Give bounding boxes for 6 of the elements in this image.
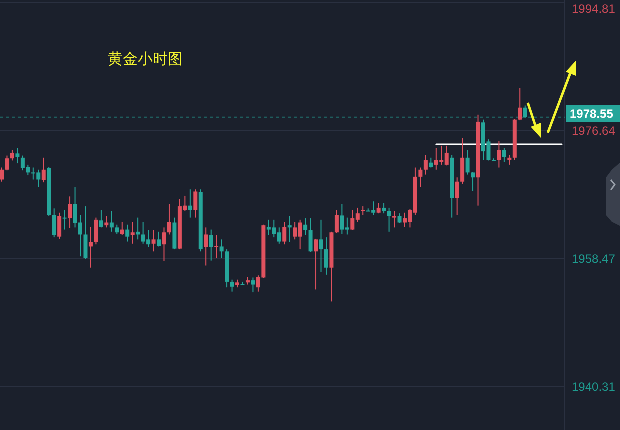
y-tick-label: 1940.31 <box>572 380 616 394</box>
y-tick-label: 1994.81 <box>572 2 616 16</box>
y-tick-label: 1976.64 <box>572 124 616 138</box>
text: 黄金小时图 <box>108 51 183 68</box>
ref-line-label: 1978.55 <box>570 107 614 122</box>
y-tick-label: 1958.47 <box>572 252 616 266</box>
